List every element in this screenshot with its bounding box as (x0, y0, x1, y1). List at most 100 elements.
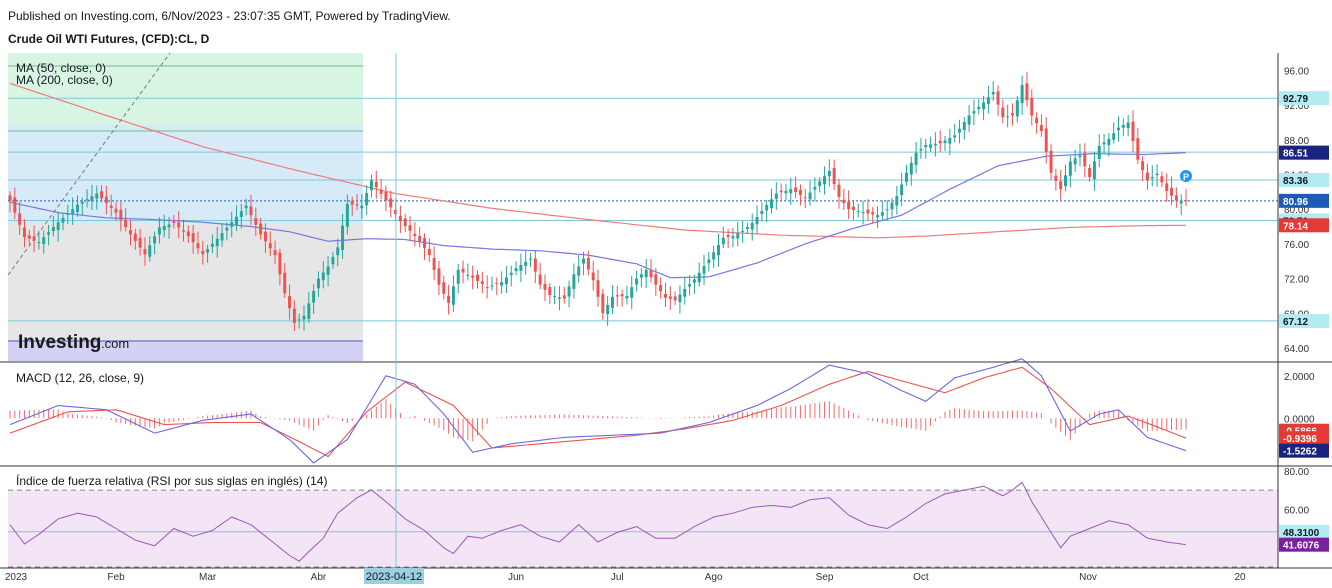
candle (447, 284, 451, 315)
p-marker-icon[interactable] (1180, 170, 1192, 182)
candle (1039, 114, 1043, 137)
candle-body (827, 170, 831, 177)
candle (119, 201, 123, 232)
time-tick-label: Feb (107, 572, 125, 583)
candle (601, 288, 605, 320)
candle-body (871, 212, 875, 215)
candle (721, 226, 725, 249)
candle (1126, 114, 1130, 137)
candle (321, 261, 325, 289)
candle-body (842, 199, 846, 204)
candle (369, 174, 373, 198)
candle (191, 225, 195, 254)
candle-body (413, 233, 417, 237)
rsi-tick-label: 60.00 (1284, 505, 1309, 516)
macd-line-series (9, 358, 1187, 464)
candle-body (962, 122, 966, 131)
candle (943, 135, 947, 151)
candle-body (683, 288, 687, 297)
candle-body (803, 197, 807, 199)
candle-body (206, 249, 210, 253)
candle-body (519, 264, 523, 271)
candle-body (741, 230, 745, 232)
candle (900, 172, 904, 207)
zone-green (8, 53, 363, 125)
candle-body (798, 189, 802, 195)
candle-body (726, 235, 730, 237)
value-tag-label: -0.9396 (1283, 434, 1317, 445)
candle (529, 253, 533, 267)
candle (365, 185, 369, 215)
value-tag-box (1279, 193, 1329, 208)
candle-body (712, 252, 716, 260)
candle-body (866, 209, 870, 214)
candle-body (288, 296, 292, 309)
candle (297, 313, 301, 329)
candle-body (432, 257, 436, 270)
time-tick-label: Mar (199, 572, 217, 583)
candle (678, 285, 682, 314)
candle (741, 220, 745, 243)
candle-body (996, 91, 1000, 105)
candle (962, 117, 966, 140)
value-tag-box (1279, 431, 1329, 446)
candle-body (957, 128, 961, 133)
candle (991, 81, 995, 102)
candle-body (630, 287, 634, 298)
value-tag-box (1279, 537, 1329, 552)
candle (302, 305, 306, 331)
candle (22, 219, 26, 248)
candle-body (350, 201, 354, 205)
candle-body (774, 193, 778, 199)
candle-body (451, 286, 455, 305)
candle-body (56, 222, 60, 231)
candle (871, 207, 875, 224)
candle-body (1184, 200, 1188, 202)
candle (774, 182, 778, 210)
candle (1030, 89, 1034, 126)
candle-body (673, 296, 677, 301)
candle (1064, 164, 1067, 192)
candle-body (919, 148, 923, 151)
candle (32, 225, 36, 253)
candle (919, 137, 923, 159)
candle (1107, 133, 1111, 157)
candle-body (572, 274, 576, 289)
price-tick-label: 88.00 (1284, 136, 1309, 147)
candle (644, 258, 648, 288)
candle-body (591, 272, 595, 281)
candle-body (1078, 155, 1082, 158)
candle-body (654, 274, 658, 285)
candle (596, 269, 600, 307)
macd-signal-series (9, 366, 1187, 458)
candle-body (254, 218, 258, 225)
candle-body (341, 225, 345, 250)
candle (95, 185, 99, 210)
candle (254, 207, 258, 236)
candle-body (553, 296, 557, 298)
candle-body (779, 190, 783, 193)
candle (461, 260, 465, 284)
candle (977, 99, 981, 115)
time-axis-ticks: 2023FebMarAbrMayJunJulAgoSepOctNov20 (5, 572, 1246, 583)
candle-body (22, 227, 26, 237)
candle-body (929, 144, 933, 148)
candle-body (904, 172, 908, 182)
candle-body (1083, 152, 1087, 167)
candle (451, 275, 455, 313)
value-tag-label: 86.51 (1283, 149, 1308, 160)
candle (182, 219, 185, 242)
candle (196, 231, 200, 255)
candle (42, 230, 46, 254)
value-tag-label: 92.79 (1283, 94, 1308, 105)
candle (1083, 143, 1087, 178)
candle-body (1136, 138, 1140, 160)
candle-body (750, 223, 754, 230)
candle (1170, 176, 1174, 206)
candle (80, 197, 84, 216)
candle-body (914, 152, 918, 166)
candle-body (1112, 133, 1116, 140)
candle (635, 270, 639, 292)
candle-body (736, 233, 740, 239)
